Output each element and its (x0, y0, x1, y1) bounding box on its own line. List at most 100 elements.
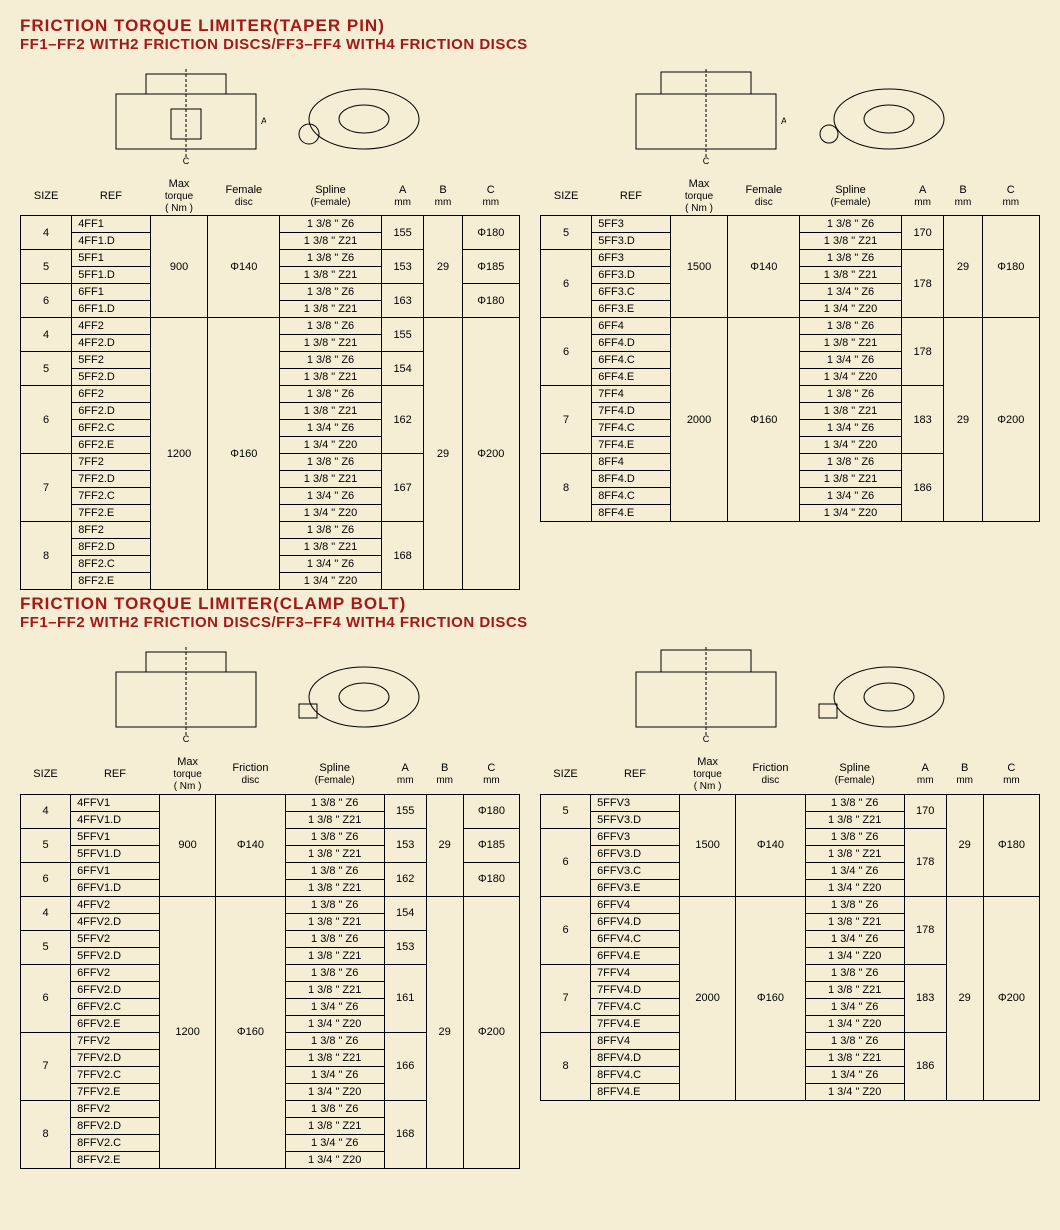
ref-cell: 6FFV4 (591, 896, 680, 913)
ref-cell: 6FFV3 (591, 828, 680, 845)
section2-right-tbody: 55FFV31500Φ1401 3/8 " Z617029Φ1805FFV3.D… (541, 794, 1040, 1100)
section2-left-table: SIZEREFMaxtorque( Nm )FrictiondiscSpline… (20, 755, 520, 1168)
spline-cell: 1 3/4 " Z20 (280, 505, 382, 522)
section2-right-col: C SIZEREFMaxtorque( Nm )FrictiondiscSpli… (540, 637, 1040, 1100)
ref-cell: 6FFV1.D (71, 879, 160, 896)
a-cell: 168 (381, 522, 424, 590)
ref-cell: 8FF2.E (72, 573, 150, 590)
spline-cell: 1 3/8 " Z21 (285, 879, 384, 896)
ref-cell: 7FFV4.C (591, 998, 680, 1015)
section1-left-table: SIZEREFMaxtorque( Nm )FemalediscSpline(F… (20, 177, 520, 590)
ref-cell: 6FF4 (592, 318, 670, 335)
spline-cell: 1 3/4 " Z6 (805, 998, 904, 1015)
spline-cell: 1 3/4 " Z20 (800, 301, 902, 318)
ref-cell: 6FFV2.C (71, 998, 160, 1015)
spline-cell: 1 3/8 " Z21 (280, 471, 382, 488)
ref-cell: 4FFV2.D (71, 913, 160, 930)
spline-cell: 1 3/4 " Z20 (280, 437, 382, 454)
c-cell: Φ185 (462, 250, 519, 284)
ref-cell: 5FFV2.D (71, 947, 160, 964)
section2-left-tbody: 44FFV1900Φ1401 3/8 " Z615529Φ1804FFV1.D1… (21, 794, 520, 1168)
ref-cell: 6FFV1 (71, 862, 160, 879)
col-header: Amm (381, 177, 424, 216)
ref-cell: 8FFV2 (71, 1100, 160, 1117)
torque-cell: 1500 (670, 216, 728, 318)
ref-cell: 6FF2.D (72, 403, 150, 420)
a-cell: 167 (381, 454, 424, 522)
ref-cell: 4FF1 (72, 216, 150, 233)
col-header: Spline(Female) (800, 177, 902, 216)
col-header: SIZE (541, 177, 592, 216)
ref-cell: 6FF2 (72, 386, 150, 403)
b-cell: 29 (946, 794, 983, 896)
ref-cell: 8FFV2.D (71, 1117, 160, 1134)
a-cell: 155 (381, 318, 424, 352)
spline-cell: 1 3/8 " Z6 (285, 828, 384, 845)
col-header: Amm (904, 755, 946, 794)
cross-section-diagram-icon: C (101, 639, 271, 749)
spline-cell: 1 3/8 " Z6 (285, 896, 384, 913)
c-cell: Φ180 (463, 862, 519, 896)
spline-cell: 1 3/8 " Z6 (285, 964, 384, 981)
table-row: 44FF21200Φ1601 3/8 " Z615529Φ200 (21, 318, 520, 335)
spline-cell: 1 3/4 " Z20 (280, 573, 382, 590)
ref-cell: 5FFV3 (591, 794, 680, 811)
ref-cell: 5FF2 (72, 352, 150, 369)
section2-title: FRICTION TORQUE LIMITER(CLAMP BOLT) (20, 594, 1040, 614)
spline-cell: 1 3/8 " Z6 (800, 454, 902, 471)
section1-left-thead: SIZEREFMaxtorque( Nm )FemalediscSpline(F… (21, 177, 520, 216)
a-cell: 154 (381, 352, 424, 386)
spline-cell: 1 3/8 " Z6 (800, 216, 902, 233)
size-cell: 6 (21, 964, 71, 1032)
section2-subtitle: FF1–FF2 WITH2 FRICTION DISCS/FF3–FF4 WIT… (20, 614, 1040, 631)
b-cell: 29 (426, 794, 463, 896)
section2-left-col: C SIZEREFMaxtorque( Nm )FrictiondiscSpli… (20, 637, 520, 1168)
svg-text:C: C (703, 734, 710, 744)
section1-right-thead: SIZEREFMaxtorque( Nm )FemalediscSpline(F… (541, 177, 1040, 216)
section1-left-tbody: 44FF1900Φ1401 3/8 " Z615529Φ1804FF1.D1 3… (21, 216, 520, 590)
a-cell: 153 (384, 828, 426, 862)
size-cell: 5 (541, 794, 591, 828)
spline-cell: 1 3/8 " Z6 (280, 522, 382, 539)
ref-cell: 7FF2.C (72, 488, 150, 505)
ref-cell: 8FF4.C (592, 488, 670, 505)
col-header: Amm (384, 755, 426, 794)
ref-cell: 6FF3.C (592, 284, 670, 301)
a-cell: 153 (384, 930, 426, 964)
spline-cell: 1 3/4 " Z6 (800, 420, 902, 437)
size-cell: 6 (21, 386, 72, 454)
section2-right-table: SIZEREFMaxtorque( Nm )FrictiondiscSpline… (540, 755, 1040, 1100)
svg-text:A: A (261, 116, 266, 126)
spline-cell: 1 3/8 " Z6 (805, 896, 904, 913)
spline-cell: 1 3/8 " Z6 (280, 284, 382, 301)
spline-cell: 1 3/8 " Z6 (800, 250, 902, 267)
disc-cell: Φ140 (728, 216, 800, 318)
spline-cell: 1 3/8 " Z6 (805, 964, 904, 981)
section1-subtitle: FF1–FF2 WITH2 FRICTION DISCS/FF3–FF4 WIT… (20, 36, 1040, 53)
col-header: Maxtorque( Nm ) (159, 755, 215, 794)
section1-title: FRICTION TORQUE LIMITER(TAPER PIN) (20, 16, 1040, 36)
torque-cell: 900 (150, 216, 208, 318)
size-cell: 8 (21, 522, 72, 590)
spline-cell: 1 3/8 " Z21 (285, 1049, 384, 1066)
spline-cell: 1 3/8 " Z6 (285, 930, 384, 947)
size-cell: 5 (21, 828, 71, 862)
col-header: Spline(Female) (805, 755, 904, 794)
size-cell: 8 (541, 454, 592, 522)
col-header: Spline(Female) (285, 755, 384, 794)
ref-cell: 6FF4.C (592, 352, 670, 369)
ref-cell: 5FFV1.D (71, 845, 160, 862)
spline-cell: 1 3/8 " Z21 (805, 913, 904, 930)
spline-cell: 1 3/8 " Z6 (285, 1100, 384, 1117)
a-cell: 186 (904, 1032, 946, 1100)
col-header: Bmm (424, 177, 462, 216)
spline-cell: 1 3/4 " Z20 (805, 1015, 904, 1032)
spline-cell: 1 3/8 " Z6 (800, 318, 902, 335)
ref-cell: 8FF2.D (72, 539, 150, 556)
ref-cell: 7FFV4.D (591, 981, 680, 998)
disc-cell: Φ160 (216, 896, 285, 1168)
col-header: REF (72, 177, 150, 216)
ref-cell: 5FFV2 (71, 930, 160, 947)
spline-cell: 1 3/8 " Z21 (805, 845, 904, 862)
disc-cell: Φ160 (736, 896, 805, 1100)
